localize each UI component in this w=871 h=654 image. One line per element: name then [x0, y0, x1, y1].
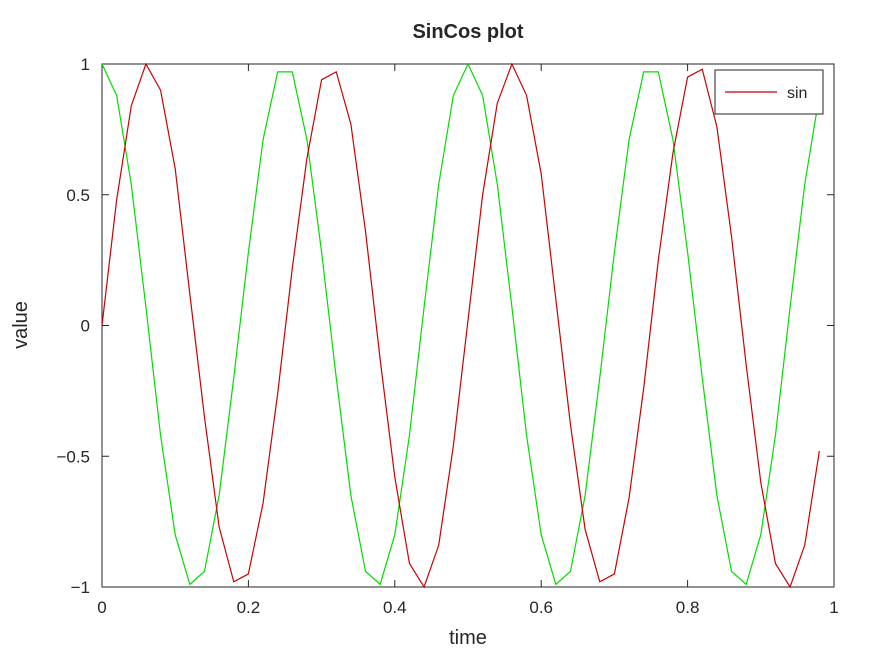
- axis-ticks: 0 0.2 0.4 0.6 0.8 1 −1 −0.5 0 0.5 1: [56, 55, 838, 617]
- series-line-unnamed: [101, 62, 820, 586]
- x-tick-label: 0.8: [676, 598, 700, 617]
- y-tick-label: 1: [81, 55, 90, 74]
- series-layer: [101, 62, 820, 589]
- y-tick-label: −0.5: [56, 447, 90, 466]
- x-tick-label: 1: [829, 598, 838, 617]
- x-tick-label: 0.4: [383, 598, 407, 617]
- y-tick-label: 0.5: [66, 186, 90, 205]
- legend-label-sin: sin: [787, 85, 807, 102]
- x-tick-label: 0: [97, 598, 106, 617]
- x-tick-label: 0.6: [529, 598, 553, 617]
- chart-title: SinCos plot: [412, 21, 523, 43]
- y-tick-label: 0: [81, 317, 90, 336]
- x-tick-label: 0.2: [237, 598, 261, 617]
- y-tick-label: −1: [71, 578, 90, 597]
- x-axis-label: time: [449, 627, 487, 649]
- legend: sin: [714, 69, 824, 115]
- y-axis-label: value: [10, 301, 32, 349]
- plot-area-frame: [101, 63, 835, 588]
- series-line-sin: [101, 62, 820, 589]
